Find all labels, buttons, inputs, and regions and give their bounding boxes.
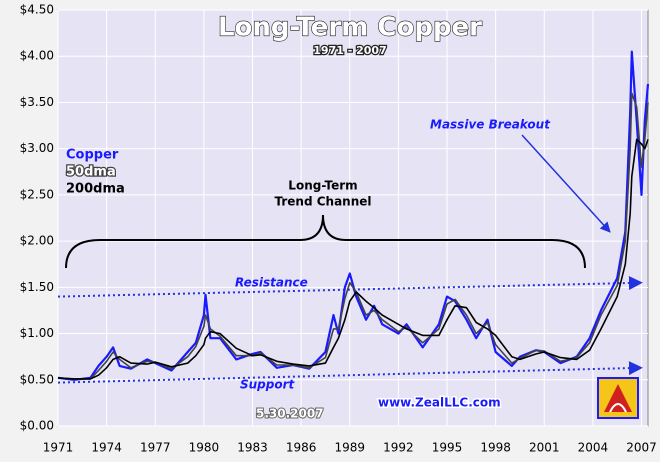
chart-title: Long-Term Copper <box>218 13 482 43</box>
annotation: Long-Term <box>288 179 357 193</box>
trendline-label: Resistance <box>235 276 308 290</box>
date-label: 5.30.2007 <box>256 407 324 421</box>
x-tick-label: 2001 <box>529 441 560 455</box>
x-tick-label: 1998 <box>480 441 511 455</box>
trendline <box>57 361 643 384</box>
legend-entry: 200dma <box>66 182 125 197</box>
y-tick-label: $3.00 <box>20 141 54 155</box>
series-line <box>57 138 649 380</box>
legend-entry: 50dma <box>66 165 116 180</box>
y-tick-label: $2.50 <box>20 187 54 201</box>
trendline <box>57 276 643 298</box>
x-tick-label: 1977 <box>140 441 171 455</box>
y-tick-label: $2.00 <box>20 234 54 248</box>
y-tick-label: $0.50 <box>20 372 54 386</box>
x-tick-label: 1986 <box>286 441 317 455</box>
annotation: Trend Channel <box>274 195 371 209</box>
legend-entry: Copper <box>66 148 119 163</box>
y-tick-label: $4.50 <box>20 3 54 17</box>
y-tick-label: $1.50 <box>20 280 54 294</box>
x-tick-label: 1992 <box>383 441 414 455</box>
series-line <box>57 92 649 380</box>
series-line <box>57 50 650 381</box>
y-tick-label: $3.50 <box>20 95 54 109</box>
x-tick-label: 1995 <box>432 441 463 455</box>
y-tick-label: $0.00 <box>20 419 54 433</box>
y-tick-label: $1.00 <box>20 326 54 340</box>
website: www.ZealLLC.com <box>378 396 501 410</box>
x-tick-label: 2007 <box>626 441 657 455</box>
logo <box>597 377 639 419</box>
annotation: Massive Breakout <box>430 118 551 132</box>
x-tick-label: 2004 <box>578 441 609 455</box>
arrow <box>521 134 611 233</box>
x-tick-label: 1983 <box>237 441 268 455</box>
y-tick-label: $4.00 <box>20 49 54 63</box>
brace <box>65 214 586 269</box>
x-tick-label: 1971 <box>43 441 74 455</box>
x-tick-label: 1974 <box>91 441 122 455</box>
x-tick-label: 1980 <box>189 441 220 455</box>
x-tick-label: 1989 <box>334 441 365 455</box>
chart-subtitle: 1971 - 2007 <box>313 44 386 57</box>
trendline-label: Support <box>240 378 296 392</box>
